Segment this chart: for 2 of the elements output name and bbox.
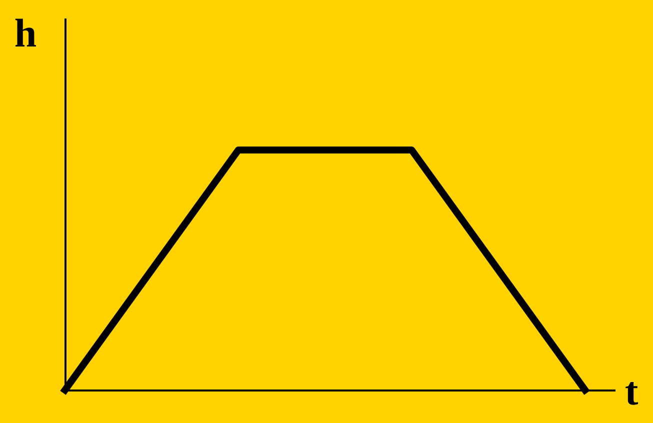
y-axis-title: h: [14, 10, 37, 56]
x-axis-title: t: [624, 368, 639, 414]
